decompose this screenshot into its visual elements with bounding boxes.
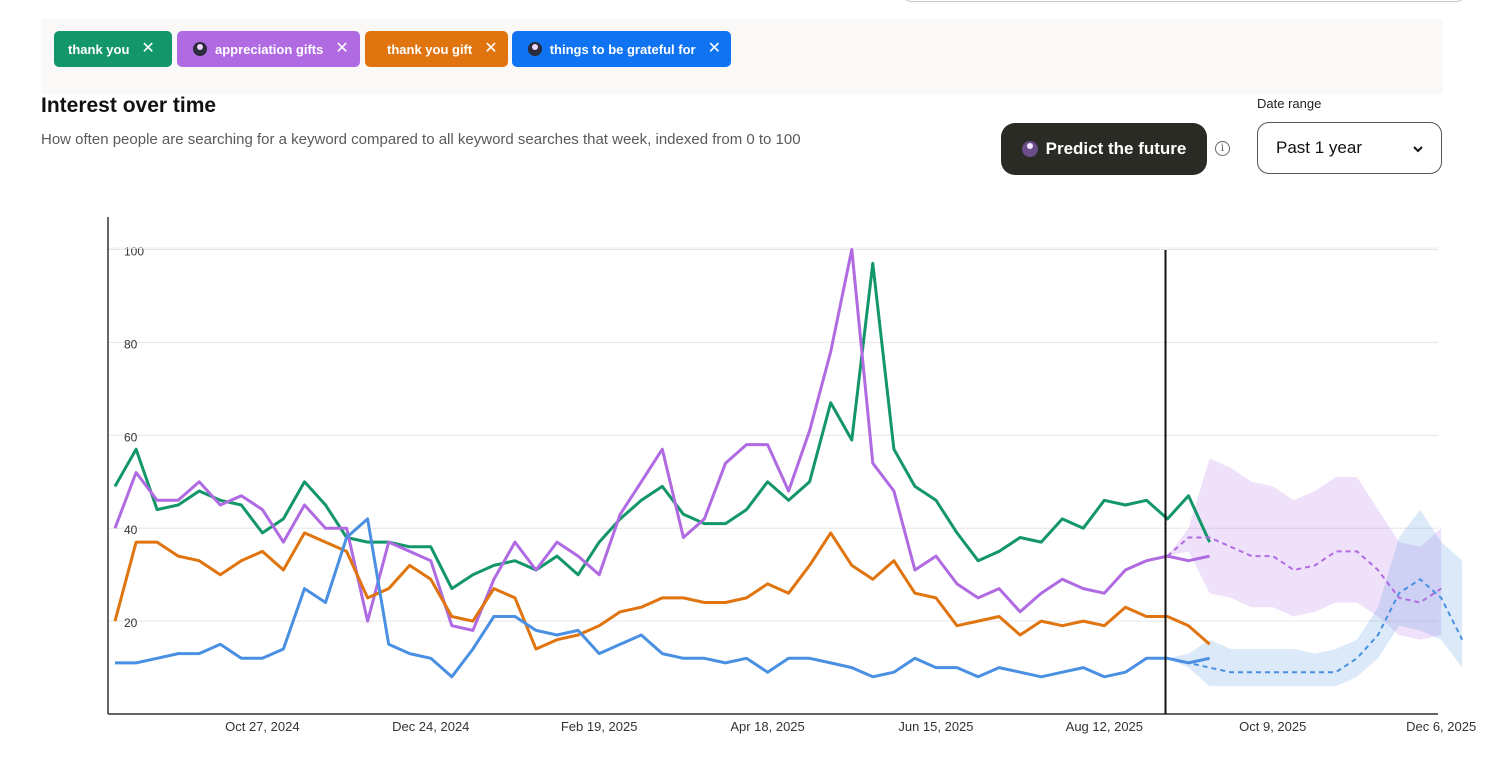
interest-over-time-chart: 20 40 60 80 100 Oct 27, 2024 Dec 24, 2024 Feb 1… — [107, 217, 1476, 734]
keyword-chip-label: appreciation gifts — [215, 41, 324, 57]
x-tick-label: Feb 19, 2025 — [561, 719, 638, 734]
date-range-label: Date range — [1257, 96, 1322, 111]
avatar-icon — [528, 42, 542, 56]
keyword-chip-label: thank you gift — [387, 41, 473, 57]
keyword-chip-label: things to be grateful for — [549, 41, 696, 57]
chevron-down-icon — [1413, 146, 1423, 153]
keyword-chip-bar: thank you ✕ appreciation gifts ✕ thank y… — [41, 19, 1443, 94]
chart-title: Interest over time — [41, 94, 217, 117]
predict-button-label: Predict the future — [1045, 139, 1187, 158]
y-tick-label: 80 — [124, 337, 138, 351]
x-tick-label: Aug 12, 2025 — [1066, 719, 1143, 734]
y-tick-label: 40 — [124, 523, 138, 537]
series-line — [113, 531, 1211, 651]
keyword-chip-appreciation-gifts[interactable]: appreciation gifts ✕ — [177, 31, 360, 67]
forecast-band — [1167, 509, 1463, 687]
x-tick-label: Dec 24, 2024 — [392, 719, 469, 734]
close-icon[interactable]: ✕ — [335, 40, 349, 57]
forecast-line — [1167, 578, 1464, 674]
y-tick-label: 100 — [124, 245, 144, 259]
x-tick-label: Dec 6, 2025 — [1406, 719, 1476, 734]
keyword-chip-thank-you[interactable]: thank you ✕ — [54, 31, 172, 67]
avatar-icon — [1021, 141, 1038, 157]
date-range-select[interactable]: Past 1 year — [1257, 122, 1442, 174]
predict-the-future-button[interactable]: Predict the future — [1001, 123, 1207, 175]
date-range-value: Past 1 year — [1276, 138, 1362, 157]
keyword-chip-thank-you-gift[interactable]: thank you gift ✕ — [365, 31, 508, 67]
series-line — [113, 248, 1210, 632]
x-tick-label: Oct 9, 2025 — [1239, 719, 1306, 734]
y-tick-label: 20 — [124, 616, 138, 630]
close-icon[interactable]: ✕ — [141, 40, 155, 57]
keyword-chip-label: thank you — [68, 41, 130, 57]
close-icon[interactable]: ✕ — [707, 40, 721, 57]
info-icon[interactable]: i — [1215, 141, 1230, 156]
forecast-band — [1167, 458, 1442, 640]
chart-subtitle: How often people are searching for a key… — [41, 131, 801, 148]
search-box-edge[interactable] — [900, 0, 1468, 2]
x-tick-label: Apr 18, 2025 — [730, 719, 804, 734]
series-line — [115, 517, 1210, 679]
series-line — [113, 261, 1211, 591]
y-tick-label: 60 — [124, 430, 138, 444]
close-icon[interactable]: ✕ — [484, 40, 498, 57]
keyword-chip-things-to-be-grateful-for[interactable]: things to be grateful for ✕ — [512, 31, 731, 67]
avatar-icon — [193, 42, 207, 56]
x-tick-label: Jun 15, 2025 — [898, 719, 973, 734]
x-tick-label: Oct 27, 2024 — [225, 719, 299, 734]
